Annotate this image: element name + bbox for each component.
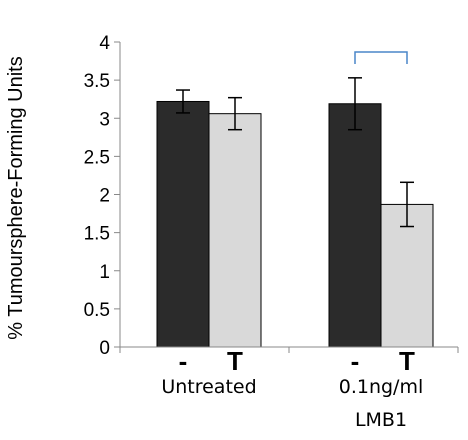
x-group-label: LMB1 [355, 409, 407, 431]
y-tick-label: 1 [99, 262, 110, 283]
y-axis-label: % Tumoursphere-Forming Units [5, 56, 27, 339]
bar-series-1-group-2 [328, 103, 382, 348]
y-tick-label: 0 [99, 338, 110, 359]
bar-series-1-group-1 [156, 100, 210, 348]
x-sublabel: T [227, 346, 243, 376]
y-tick-label: 3 [99, 109, 110, 130]
x-sublabel: - [351, 346, 360, 376]
y-tick-label: 1.5 [84, 224, 110, 245]
x-sublabel: T [399, 346, 415, 376]
x-group-label: Untreated [161, 376, 256, 398]
significance-bracket [354, 51, 408, 64]
y-tick-label: 0.5 [84, 300, 110, 321]
y-tick-label: 4 [99, 33, 110, 54]
x-sublabel: - [179, 346, 188, 376]
y-tick-label: 2.5 [84, 147, 110, 168]
y-tick-label: 3.5 [84, 71, 110, 92]
bar-series-2-group-2 [380, 203, 434, 348]
x-group-label: 0.1ng/ml [339, 376, 424, 398]
bar-series-2-group-1 [208, 113, 262, 348]
y-tick-label: 2 [99, 186, 110, 207]
